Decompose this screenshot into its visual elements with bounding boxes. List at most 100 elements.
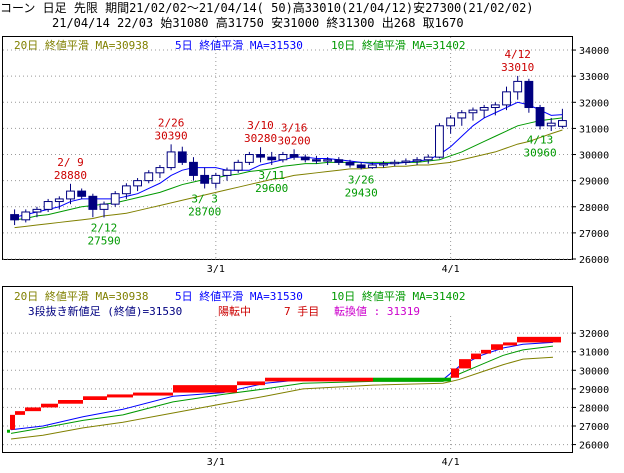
candle-body <box>10 214 20 221</box>
low-value-label: 27590 <box>87 234 120 247</box>
candle-body <box>367 164 377 169</box>
candle-body <box>256 154 265 158</box>
upper-y-tick-label: 31000 <box>579 124 609 135</box>
high-value-label: 30280 <box>244 132 277 145</box>
candle-body <box>401 160 411 163</box>
high-date-label: 4/12 <box>504 48 531 61</box>
candle-body <box>524 80 534 109</box>
candle-body <box>166 151 176 169</box>
brick-up <box>451 368 459 378</box>
candle-body <box>54 198 64 203</box>
brick-up <box>173 385 237 393</box>
low-date-label: 3/11 <box>258 169 285 182</box>
low-date-label: 3/ 3 <box>191 192 218 205</box>
candle-body <box>323 159 333 162</box>
candle-body <box>423 156 433 161</box>
upper-legend-ma5: 5日 終値平滑 MA=31530 <box>175 38 303 52</box>
lower-y-tick-label: 30000 <box>579 366 609 377</box>
lower-ma10-line <box>10 345 554 434</box>
upper-ma5-line <box>14 101 563 218</box>
brick-down <box>373 377 451 382</box>
upper-y-tick-label: 26000 <box>579 255 609 266</box>
brick-up <box>237 381 265 386</box>
three-line-break-chart: 20日 終値平滑 MA=30938 5日 終値平滑 MA=31530 10日 終… <box>2 286 609 468</box>
brick-down <box>7 429 10 433</box>
upper-y-tick-label: 33000 <box>579 72 609 83</box>
candle-body <box>77 190 87 197</box>
low-value-label: 29600 <box>255 182 288 195</box>
low-value-label: 28700 <box>188 205 221 218</box>
low-value-label: 30960 <box>523 146 556 159</box>
candle-body <box>21 211 31 221</box>
high-date-label: 3/16 <box>281 121 308 134</box>
upper-y-tick-label: 30000 <box>579 151 609 162</box>
brick-up <box>58 400 83 404</box>
candle-body <box>457 112 467 119</box>
upper-y-tick-label: 28000 <box>579 203 609 214</box>
header-title: コーン 日足 先限 期間21/02/02～21/04/14( 50)高33010… <box>0 1 534 15</box>
brick-up <box>41 403 58 408</box>
brick-up <box>491 344 503 350</box>
upper-x-tick-label: 4/1 <box>442 264 460 275</box>
brick-up <box>471 353 481 360</box>
brick-up <box>481 349 491 354</box>
candle-body <box>43 201 53 210</box>
candle-body <box>211 174 221 184</box>
candle-body <box>546 122 556 127</box>
candlestick-chart: 20日 終値平滑 MA=30938 5日 終値平滑 MA=31530 10日 終… <box>2 36 609 275</box>
upper-y-tick-label: 32000 <box>579 98 609 109</box>
candle-body <box>479 107 489 111</box>
candle-body <box>200 174 210 184</box>
candle-body <box>88 195 98 210</box>
candle-body <box>312 159 321 162</box>
high-value-label: 28880 <box>54 169 87 182</box>
candle-body <box>233 161 243 171</box>
lower-y-tick-label: 27000 <box>579 422 609 433</box>
lower-plot-frame <box>2 286 573 453</box>
brick-up <box>25 407 41 412</box>
brick-up <box>503 342 517 346</box>
high-date-label: 2/ 9 <box>57 156 84 169</box>
candle-body <box>557 120 567 127</box>
lower-info-status: 陽転中 <box>218 305 251 318</box>
candle-body <box>177 151 187 163</box>
candle-body <box>267 156 277 161</box>
candle-body <box>144 172 154 182</box>
lower-y-tick-label: 29000 <box>579 385 609 396</box>
upper-ma20-line <box>14 129 563 229</box>
high-value-label: 30200 <box>278 134 311 147</box>
lower-x-tick-label: 3/1 <box>207 457 225 468</box>
upper-x-tick-label: 3/1 <box>207 264 225 275</box>
low-date-label: 3/26 <box>348 173 375 186</box>
high-value-label: 30390 <box>155 129 188 142</box>
low-date-label: 2/12 <box>91 221 118 234</box>
candle-body <box>446 117 456 127</box>
upper-plot-frame <box>2 36 573 260</box>
candle-body <box>133 180 142 187</box>
brick-up <box>133 392 173 396</box>
candle-body <box>189 161 198 176</box>
candle-body <box>390 161 400 165</box>
candle-body <box>300 156 310 161</box>
candle-body <box>412 159 422 162</box>
brick-up <box>517 336 561 343</box>
brick-up <box>83 396 107 400</box>
candle-body <box>99 203 109 210</box>
upper-legend-ma20: 20日 終値平滑 MA=30938 <box>14 38 148 52</box>
lower-info-count: 7 手目 <box>284 304 319 318</box>
candle-body <box>468 109 478 114</box>
candle-body <box>379 163 388 166</box>
brick-up <box>10 414 15 430</box>
lower-y-tick-label: 28000 <box>579 403 609 414</box>
brick-up <box>15 411 25 415</box>
candle-body <box>334 159 344 163</box>
candle-body <box>222 169 232 176</box>
lower-legend-ma20: 20日 終値平滑 MA=30938 <box>14 289 148 303</box>
candle-body <box>490 104 500 109</box>
candle-body <box>435 125 444 158</box>
candle-body <box>244 154 254 163</box>
lower-y-tick-label: 26000 <box>579 441 609 452</box>
lower-ma20-line <box>10 356 554 440</box>
upper-y-tick-label: 27000 <box>579 229 609 240</box>
lower-x-tick-label: 4/1 <box>442 457 460 468</box>
